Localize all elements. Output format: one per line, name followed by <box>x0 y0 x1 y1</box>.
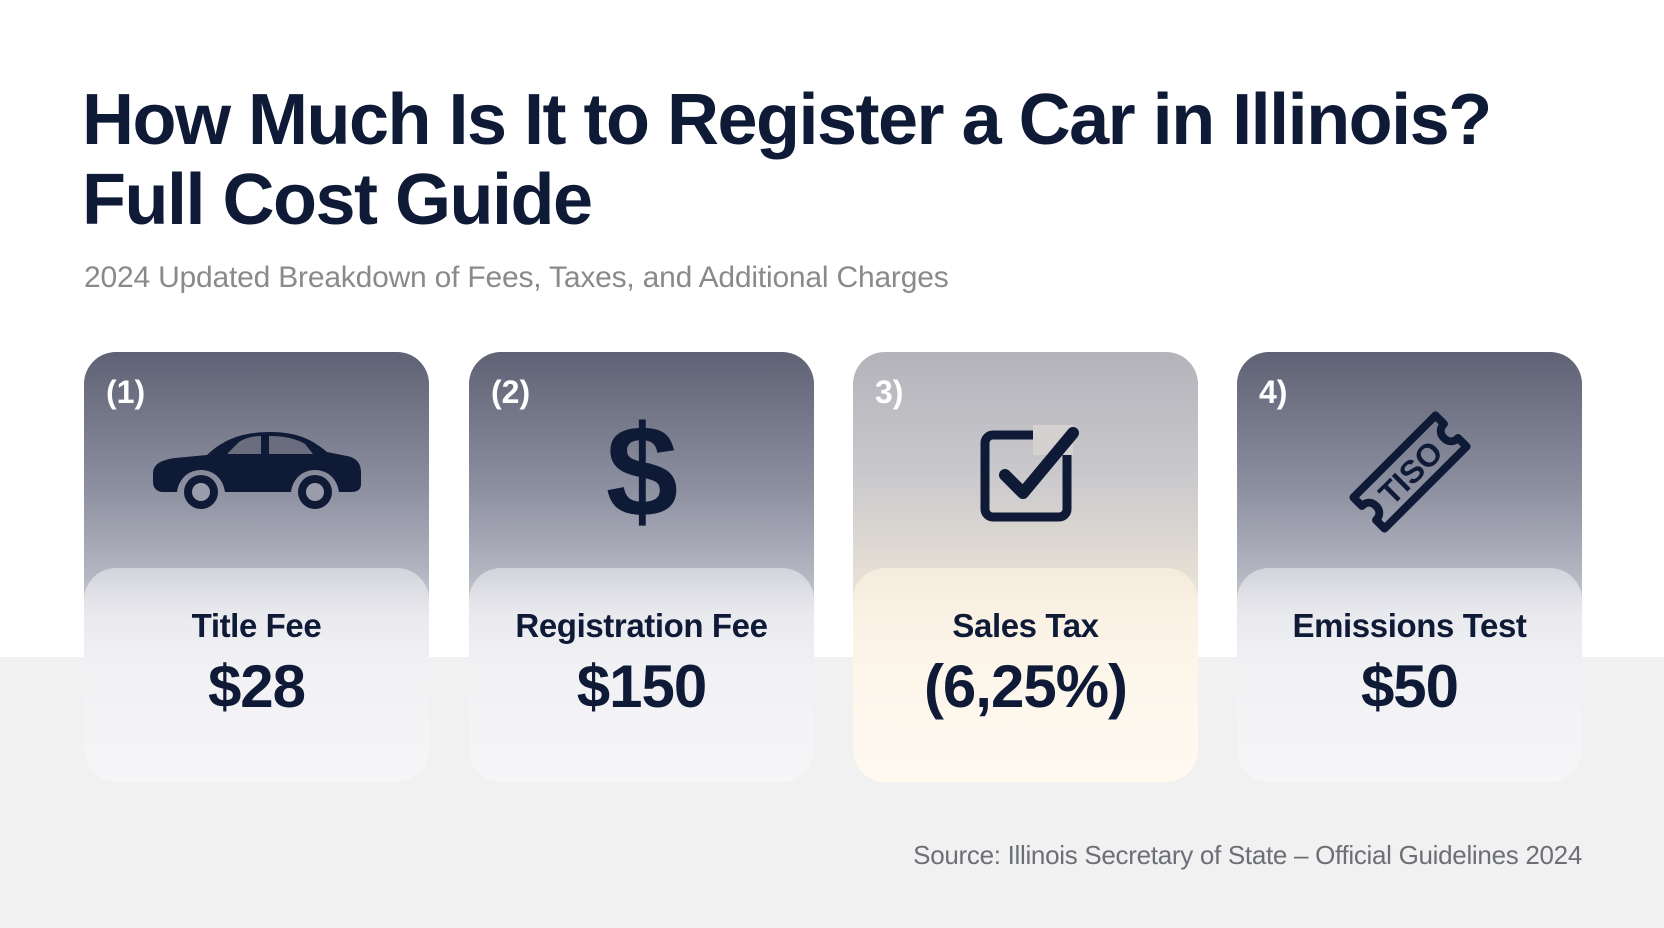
card-label: Sales Tax <box>952 607 1099 644</box>
card-emissions-test: 4) TISO Emissions Test $50 <box>1237 352 1582 782</box>
card-registration-fee: (2) $ Registration Fee $150 <box>469 352 814 782</box>
title-line-2: Full Cost Guide <box>82 160 593 240</box>
card-number: (2) <box>491 374 531 410</box>
card-info-panel <box>1237 568 1582 782</box>
card-value: (6,25%) <box>923 653 1128 720</box>
ticket-icon: TISO <box>1237 402 1582 542</box>
svg-text:$: $ <box>605 412 677 532</box>
dollar-sign-icon: $ <box>469 402 814 542</box>
card-label: Registration Fee <box>515 607 768 644</box>
page-title: How Much Is It to Register a Car in Illi… <box>82 80 1562 240</box>
card-info-panel <box>469 568 814 782</box>
card-label: Emissions Test <box>1292 607 1527 644</box>
card-value: $50 <box>1360 653 1459 720</box>
card-title-fee: (1) Title Fee $28 <box>84 352 429 782</box>
card-value: $28 <box>207 653 306 720</box>
title-line-1: How Much Is It to Register a Car in Illi… <box>82 80 1492 160</box>
card-info-panel <box>84 568 429 782</box>
card-value: $150 <box>576 653 707 720</box>
car-icon <box>84 402 429 542</box>
card-number: 4) <box>1259 374 1288 410</box>
page-subtitle: 2024 Updated Breakdown of Fees, Taxes, a… <box>84 261 949 294</box>
card-label: Title Fee <box>191 607 322 644</box>
card-info-panel <box>853 568 1198 782</box>
checkbox-checked-icon <box>853 402 1198 542</box>
card-sales-tax: 3) Sales Tax (6,25%) <box>853 352 1198 782</box>
card-number: 3) <box>875 374 904 410</box>
card-number: (1) <box>106 374 146 410</box>
source-citation: Source: Illinois Secretary of State – Of… <box>913 840 1582 870</box>
